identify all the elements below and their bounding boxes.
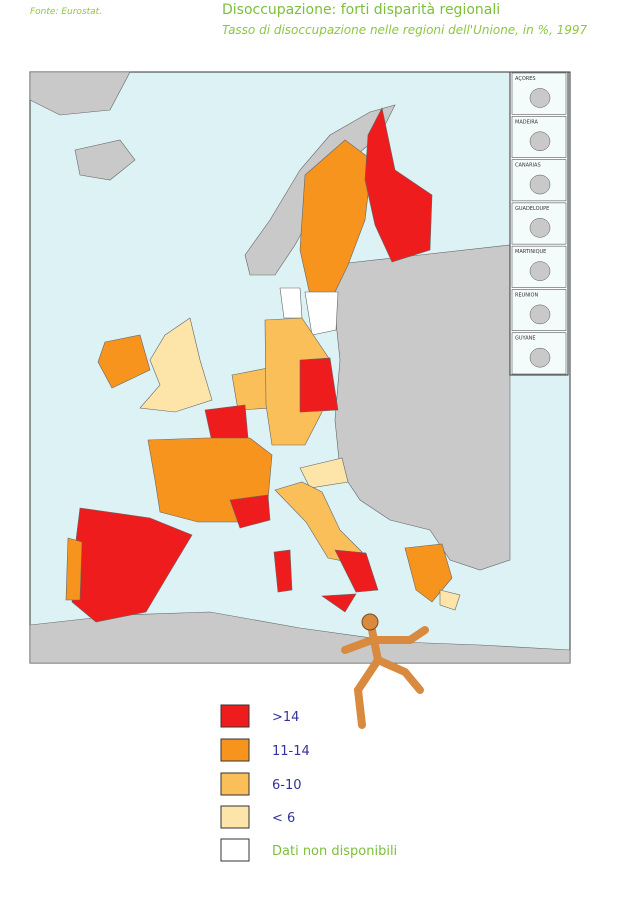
- inset-island: [529, 218, 551, 238]
- inset-label: GUADELOUPE: [515, 206, 549, 212]
- east-germany: [299, 357, 339, 413]
- ireland: [97, 334, 151, 389]
- legend-swatch: [220, 738, 250, 762]
- legend-label: >14: [272, 710, 299, 725]
- map: AÇORES MADEIRA CANARIAS GUADELOUPE MARTINIQU…: [29, 71, 571, 664]
- inset-label: AÇORES: [515, 76, 536, 82]
- legend-label: Dati non disponibili: [272, 844, 397, 859]
- inset-label: REUNION: [515, 292, 538, 298]
- title: Disoccupazione: forti disparità regional…: [222, 2, 500, 18]
- subtitle: Tasso di disoccupazione nelle regioni de…: [222, 23, 587, 37]
- legend: >14 11-14 6-10 < 6 Dati non disponibili: [220, 704, 397, 862]
- inset-island: [529, 131, 551, 152]
- legend-swatch: [220, 772, 250, 796]
- legend-swatch: [220, 838, 250, 862]
- south-france: [229, 494, 271, 529]
- uk: [139, 317, 213, 413]
- austria: [299, 457, 349, 489]
- germany: [264, 317, 331, 446]
- finland: [364, 107, 433, 263]
- portugal: [65, 537, 83, 601]
- sicily: [321, 593, 357, 613]
- denmark: [279, 287, 303, 319]
- africa: [29, 611, 571, 664]
- greenland-edge: [29, 71, 131, 116]
- inset-label: GUYANE: [515, 336, 536, 342]
- inset-island: [529, 261, 551, 281]
- inset-island: [529, 347, 551, 368]
- north-france: [204, 404, 249, 443]
- inset-island: [529, 174, 551, 195]
- inset-island: [529, 88, 551, 108]
- south-italy: [334, 549, 379, 593]
- figure: [341, 613, 429, 729]
- south-sweden: [304, 291, 339, 336]
- legend-swatch: [220, 704, 250, 728]
- sweden: [299, 139, 373, 296]
- figure-head: [361, 613, 379, 631]
- italy: [274, 481, 363, 563]
- inset-label: MARTINIQUE: [515, 249, 546, 255]
- inset-label: MADEIRA: [515, 119, 538, 125]
- iceland: [74, 139, 136, 181]
- inset-island: [529, 304, 551, 325]
- legend-label: 11-14: [272, 744, 310, 759]
- legend-swatch: [220, 805, 250, 829]
- inset-label: CANARIAS: [515, 163, 541, 169]
- legend-label: < 6: [272, 811, 295, 826]
- greece-islands: [439, 589, 461, 611]
- greece: [404, 543, 453, 603]
- legend-label: 6-10: [272, 778, 302, 793]
- figure-body: [341, 626, 429, 729]
- source: Fonte: Eurostat.: [30, 7, 102, 17]
- sardinia: [273, 549, 293, 593]
